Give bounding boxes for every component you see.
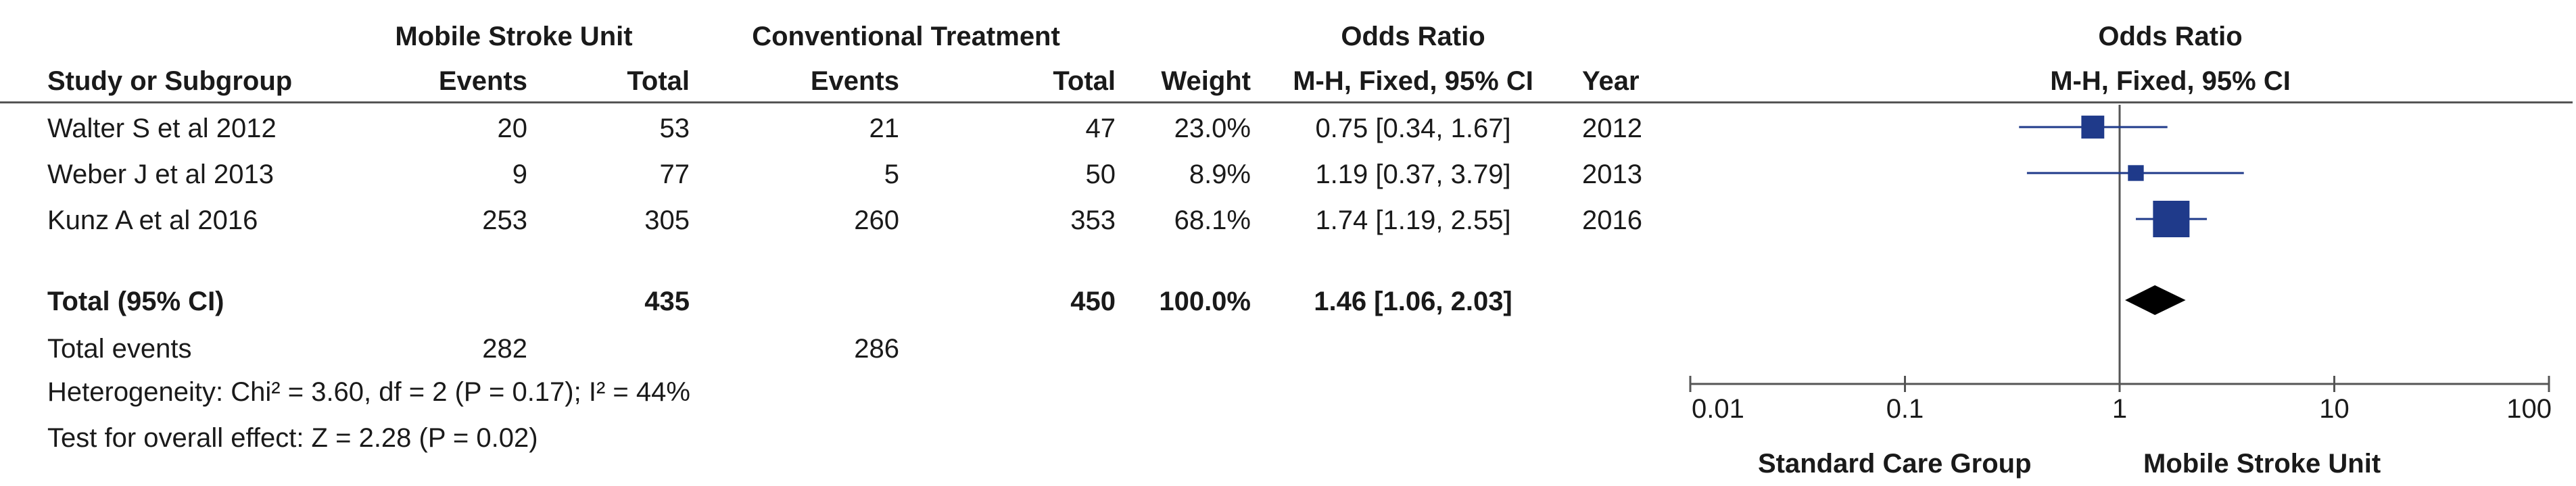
- events2-header: Events: [810, 66, 899, 96]
- study-name: Kunz A et al 2016: [47, 205, 258, 235]
- total1-cell: 53: [659, 114, 690, 143]
- total2-cell: 450: [1070, 287, 1116, 316]
- total-label: Total (95% CI): [47, 287, 224, 316]
- or-table-header: Odds Ratio: [1341, 22, 1485, 51]
- ci-cell: 1.19 [0.37, 3.79]: [1315, 160, 1511, 189]
- total-weight-cell: 100.0%: [1159, 287, 1251, 316]
- events1-cell: 9: [512, 160, 527, 189]
- events1-cell: 20: [497, 114, 528, 143]
- events2-cell: 21: [869, 114, 900, 143]
- axis-tick-label: 0.1: [1886, 394, 1924, 424]
- axis-tick-label: 100: [2506, 394, 2552, 424]
- events2-cell: 260: [854, 205, 899, 235]
- or-plot-header: Odds Ratio: [2098, 22, 2243, 51]
- ci-cell: 1.74 [1.19, 2.55]: [1315, 205, 1511, 235]
- study-header: Study or Subgroup: [47, 66, 293, 96]
- year-cell: 2016: [1582, 205, 1642, 235]
- axis-tick-label: 10: [2319, 394, 2350, 424]
- total2-cell: 47: [1085, 114, 1116, 143]
- weight-cell: 23.0%: [1174, 114, 1251, 143]
- total-ci-cell: 1.46 [1.06, 2.03]: [1314, 287, 1512, 316]
- or-table-subheader: M-H, Fixed, 95% CI: [1293, 66, 1533, 96]
- or-plot-subheader: M-H, Fixed, 95% CI: [2050, 66, 2291, 96]
- pooled-diamond: [2125, 285, 2186, 315]
- events2-cell: 5: [884, 160, 899, 189]
- weight-cell: 8.9%: [1189, 160, 1251, 189]
- year-cell: 2013: [1582, 160, 1642, 189]
- group1-header: Mobile Stroke Unit: [395, 22, 633, 51]
- total2-cell: 50: [1085, 160, 1116, 189]
- total1-cell: 305: [644, 205, 690, 235]
- ci-cell: 0.75 [0.34, 1.67]: [1315, 114, 1511, 143]
- axis-right-label: Mobile Stroke Unit: [2143, 449, 2381, 479]
- events1-header: Events: [438, 66, 527, 96]
- header-divider: [0, 101, 2573, 103]
- overall-effect-text: Test for overall effect: Z = 2.28 (P = 0…: [47, 423, 538, 453]
- total1-cell: 435: [644, 287, 690, 316]
- weight-cell: 68.1%: [1174, 205, 1251, 235]
- axis-tick-label: 1: [2112, 394, 2128, 424]
- heterogeneity-text: Heterogeneity: Chi² = 3.60, df = 2 (P = …: [47, 377, 690, 407]
- study-marker: [2081, 116, 2105, 139]
- total2-header: Total: [1053, 66, 1116, 96]
- total1-cell: 77: [659, 160, 690, 189]
- total2-cell: 353: [1070, 205, 1116, 235]
- total1-header: Total: [627, 66, 690, 96]
- study-name: Walter S et al 2012: [47, 114, 277, 143]
- year-header: Year: [1582, 66, 1640, 96]
- axis-tick-label: 0.01: [1692, 394, 1744, 424]
- study-marker: [2153, 201, 2190, 237]
- study-marker: [2128, 165, 2144, 181]
- year-cell: 2012: [1582, 114, 1642, 143]
- weight-header: Weight: [1161, 66, 1251, 96]
- study-name: Weber J et al 2013: [47, 160, 275, 189]
- total-events1-cell: 282: [482, 334, 527, 364]
- total-events-label: Total events: [47, 334, 192, 364]
- events1-cell: 253: [482, 205, 527, 235]
- total-events2-cell: 286: [854, 334, 899, 364]
- group2-header: Conventional Treatment: [752, 22, 1060, 51]
- axis-left-label: Standard Care Group: [1758, 449, 2032, 479]
